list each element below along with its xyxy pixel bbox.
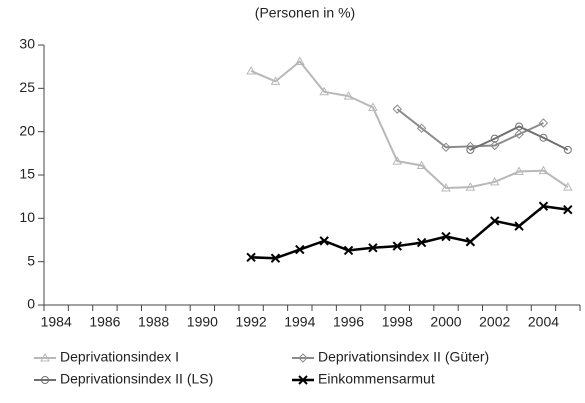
data-point	[270, 76, 281, 85]
y-tick-label: 25	[19, 79, 35, 95]
data-point	[514, 129, 524, 139]
data-point	[490, 140, 500, 151]
legend-marker	[40, 352, 50, 362]
data-point	[246, 65, 256, 75]
data-point	[490, 216, 500, 226]
data-point	[441, 182, 451, 192]
series-line	[469, 125, 569, 151]
chart-subtitle: (Personen in %)	[255, 5, 355, 21]
data-point	[392, 241, 402, 251]
x-tick-label: 1996	[333, 314, 364, 330]
data-point	[539, 133, 548, 142]
data-point	[514, 221, 524, 231]
data-point	[489, 176, 500, 186]
data-point	[295, 244, 305, 255]
series-line	[251, 204, 568, 260]
legend-label: Deprivationsindex II (LS)	[60, 371, 213, 387]
data-point	[538, 201, 549, 211]
x-tick-label: 2000	[430, 314, 461, 330]
data-point	[294, 56, 305, 65]
data-point	[392, 104, 402, 114]
legend-label: Deprivationsindex II (Güter)	[318, 349, 489, 365]
data-point	[343, 91, 354, 100]
x-tick-label: 1988	[138, 314, 169, 330]
data-point	[490, 134, 499, 143]
data-point	[441, 142, 451, 152]
data-point	[466, 145, 475, 154]
legend-label: Deprivationsindex I	[60, 349, 179, 365]
series-line	[250, 60, 569, 189]
x-tick-label: 2004	[528, 314, 559, 330]
data-point	[392, 156, 403, 165]
data-point	[416, 123, 427, 133]
data-point	[563, 145, 572, 154]
y-tick-label: 0	[27, 296, 35, 312]
data-point	[515, 122, 524, 131]
legend-marker	[298, 353, 308, 363]
data-point	[368, 243, 378, 253]
legend-marker	[41, 376, 49, 384]
x-tick-label: 1984	[41, 314, 72, 330]
data-point	[562, 182, 573, 191]
data-point	[441, 231, 451, 242]
data-point	[538, 118, 549, 128]
x-tick-label: 1994	[284, 314, 315, 330]
x-tick-label: 2002	[479, 314, 510, 330]
y-tick-label: 30	[19, 36, 35, 52]
x-tick-label: 1990	[187, 314, 218, 330]
y-tick-label: 20	[19, 122, 35, 138]
data-point	[343, 245, 354, 256]
x-tick-label: 1998	[382, 314, 413, 330]
data-point	[465, 237, 476, 247]
data-point	[514, 166, 524, 176]
data-point	[538, 165, 549, 175]
data-point	[416, 160, 427, 169]
data-point	[270, 253, 281, 263]
legend-label: Einkommensarmut	[318, 371, 435, 387]
x-tick-label: 1992	[236, 314, 267, 330]
legend-marker	[298, 375, 308, 385]
y-tick-label: 10	[19, 209, 35, 225]
data-point	[416, 237, 427, 248]
data-point	[246, 252, 256, 263]
data-point	[465, 182, 476, 191]
x-tick-label: 1986	[89, 314, 120, 330]
data-point	[319, 86, 330, 96]
data-point	[465, 141, 476, 152]
data-point	[319, 236, 329, 246]
y-tick-label: 15	[19, 166, 35, 182]
y-tick-label: 5	[27, 252, 35, 268]
data-point	[368, 102, 378, 111]
data-point	[563, 204, 573, 215]
